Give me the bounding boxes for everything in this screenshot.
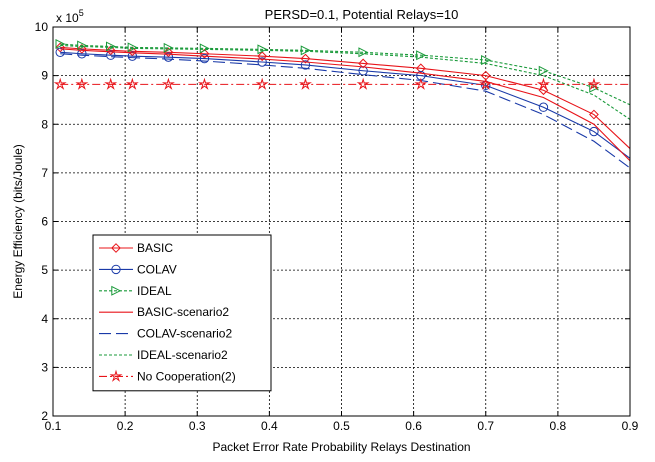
y-axis-multiplier: x 105 <box>56 8 84 25</box>
circle-marker <box>163 52 174 62</box>
star-marker <box>536 77 550 90</box>
x-tick-label: 0.9 <box>622 419 639 433</box>
triangle-marker <box>481 55 492 66</box>
diamond-marker <box>127 46 138 57</box>
triangle-marker <box>199 43 210 54</box>
star-marker <box>587 77 601 90</box>
star-marker <box>298 77 312 90</box>
circle-marker <box>111 264 121 275</box>
x-tick-label: 0.2 <box>117 419 134 433</box>
y-tick-label: 5 <box>41 263 48 277</box>
diamond-marker <box>415 63 426 74</box>
circle-marker <box>589 126 599 137</box>
circle-marker <box>127 51 138 61</box>
legend-label: No Cooperation(2) <box>137 369 236 383</box>
diamond-marker <box>358 58 369 69</box>
x-tick-label: 0.4 <box>261 419 278 433</box>
series-basic-scenario2 <box>60 48 631 162</box>
x-tick-label: 0.5 <box>333 419 350 433</box>
x-tick-label: 0.6 <box>405 419 422 433</box>
legend-label: BASIC <box>137 241 173 255</box>
legend-entry: COLAV-scenario2 <box>99 327 232 341</box>
x-tick-label: 0.8 <box>550 419 567 433</box>
y-tick-label: 10 <box>35 20 49 34</box>
triangle-marker <box>300 45 311 56</box>
series-line <box>60 51 631 159</box>
legend-label: BASIC-scenario2 <box>137 305 229 319</box>
circle-marker <box>77 49 87 59</box>
star-marker <box>104 77 118 90</box>
y-multiplier-exponent: 5 <box>79 8 84 18</box>
x-tick-label: 0.3 <box>189 419 206 433</box>
triangle-marker <box>106 41 117 52</box>
legend-entry: IDEAL-scenario2 <box>99 348 228 362</box>
legend-entry: COLAV <box>99 262 177 276</box>
triangle-marker <box>163 42 174 53</box>
legend-label: COLAV-scenario2 <box>137 327 232 341</box>
x-tick-label: 0.7 <box>477 419 494 433</box>
chart-title: PERSD=0.1, Potential Relays=10 <box>265 7 459 22</box>
star-marker <box>53 77 67 90</box>
triangle-marker <box>257 44 268 55</box>
star-marker <box>356 77 370 90</box>
triangle-marker <box>538 65 549 76</box>
circle-marker <box>199 53 210 64</box>
circle-marker <box>538 102 549 112</box>
y-tick-label: 4 <box>41 312 48 326</box>
star-marker <box>255 77 269 90</box>
series-line <box>60 53 631 169</box>
legend: BASIC COLAV IDEAL BASIC-scenario2 COLAV-scen… <box>92 234 272 392</box>
legend-entry: BASIC <box>99 241 173 255</box>
series-line <box>60 44 631 120</box>
circle-marker <box>300 60 311 70</box>
star-marker <box>109 369 123 382</box>
star-marker <box>125 77 139 90</box>
y-multiplier-base: x 10 <box>56 11 79 25</box>
y-tick-label: 6 <box>41 215 48 229</box>
diamond-marker <box>257 51 268 62</box>
triangle-marker <box>111 285 122 296</box>
y-axis-label: Energy Efficiency (bits/Joule) <box>11 144 25 299</box>
star-marker <box>198 77 211 90</box>
legend-label: IDEAL-scenario2 <box>137 348 228 362</box>
y-tick-label: 3 <box>41 360 48 374</box>
star-marker <box>479 77 493 90</box>
series-line <box>60 48 631 162</box>
diamond-marker <box>589 109 599 120</box>
y-tick-label: 2 <box>41 409 48 423</box>
x-tick-label: 0.1 <box>45 419 62 433</box>
triangle-marker <box>127 42 138 53</box>
y-tick-label: 7 <box>41 166 48 180</box>
star-marker <box>414 77 428 90</box>
series-no-cooperation-2 <box>53 77 630 90</box>
circle-marker <box>55 47 65 57</box>
legend-label: COLAV <box>137 262 177 276</box>
diamond-marker <box>76 43 87 54</box>
legend-box <box>92 234 272 392</box>
y-tick-label: 9 <box>41 69 48 83</box>
diamond-marker <box>111 243 121 253</box>
y-tick-label: 8 <box>41 117 48 131</box>
star-marker <box>75 77 89 90</box>
series-colav-scenario2 <box>60 53 631 169</box>
diamond-marker <box>105 45 116 56</box>
series-ideal-scenario2 <box>60 44 631 120</box>
x-axis-label: Packet Error Rate Probability Relays Des… <box>212 440 470 454</box>
star-marker <box>161 77 175 90</box>
legend-entry: No Cooperation(2) <box>99 369 236 383</box>
diamond-marker <box>300 53 311 64</box>
plot-series <box>53 39 631 169</box>
axis-ticks: 0.1 0.2 0.3 0.4 0.5 0.6 0.7 0.8 0.9 2 3 4 5 6 7 8 9 10 <box>35 20 639 433</box>
circle-marker <box>257 57 267 67</box>
circle-marker <box>106 50 116 60</box>
triangle-marker <box>55 39 66 50</box>
legend-label: IDEAL <box>137 284 172 298</box>
legend-entry: BASIC-scenario2 <box>99 305 229 319</box>
triangle-marker <box>358 47 369 58</box>
legend-entry: IDEAL <box>99 284 172 298</box>
triangle-marker <box>77 40 88 51</box>
